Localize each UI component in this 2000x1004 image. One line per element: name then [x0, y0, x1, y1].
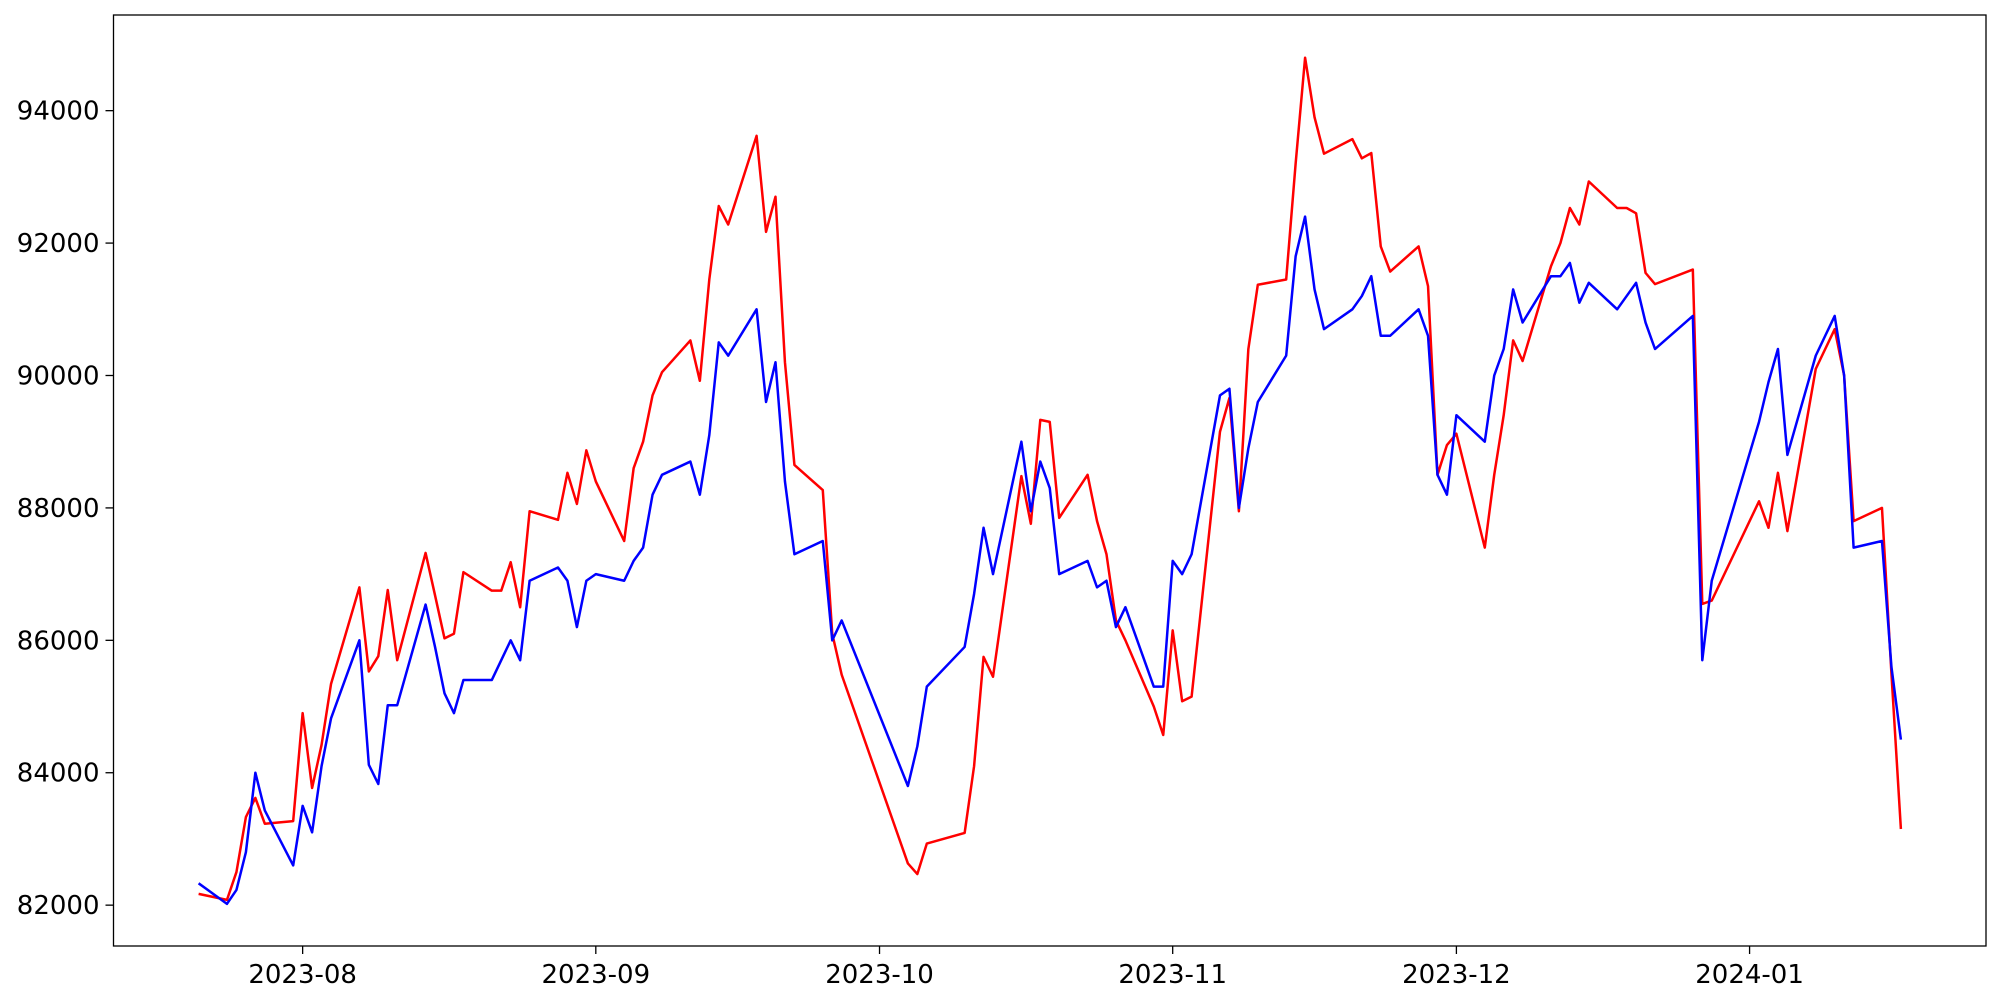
y-tick-label: 82000 [17, 891, 100, 921]
y-tick-label: 90000 [17, 361, 100, 391]
y-tick-label: 86000 [17, 626, 100, 656]
x-tick-label: 2023-11 [1118, 960, 1227, 990]
y-tick-label: 84000 [17, 759, 100, 789]
y-tick-label: 92000 [17, 229, 100, 259]
x-tick-label: 2023-08 [248, 960, 357, 990]
x-tick-label: 2024-01 [1695, 960, 1804, 990]
y-tick-label: 94000 [17, 97, 100, 127]
line-series [197, 215, 1903, 906]
x-tick-label: 2023-09 [541, 960, 650, 990]
line-series [198, 56, 1903, 902]
y-tick-label: 88000 [17, 494, 100, 524]
plot-frame [112, 14, 1987, 947]
x-tick-label: 2023-10 [825, 960, 934, 990]
x-tick-label: 2023-12 [1402, 960, 1511, 990]
